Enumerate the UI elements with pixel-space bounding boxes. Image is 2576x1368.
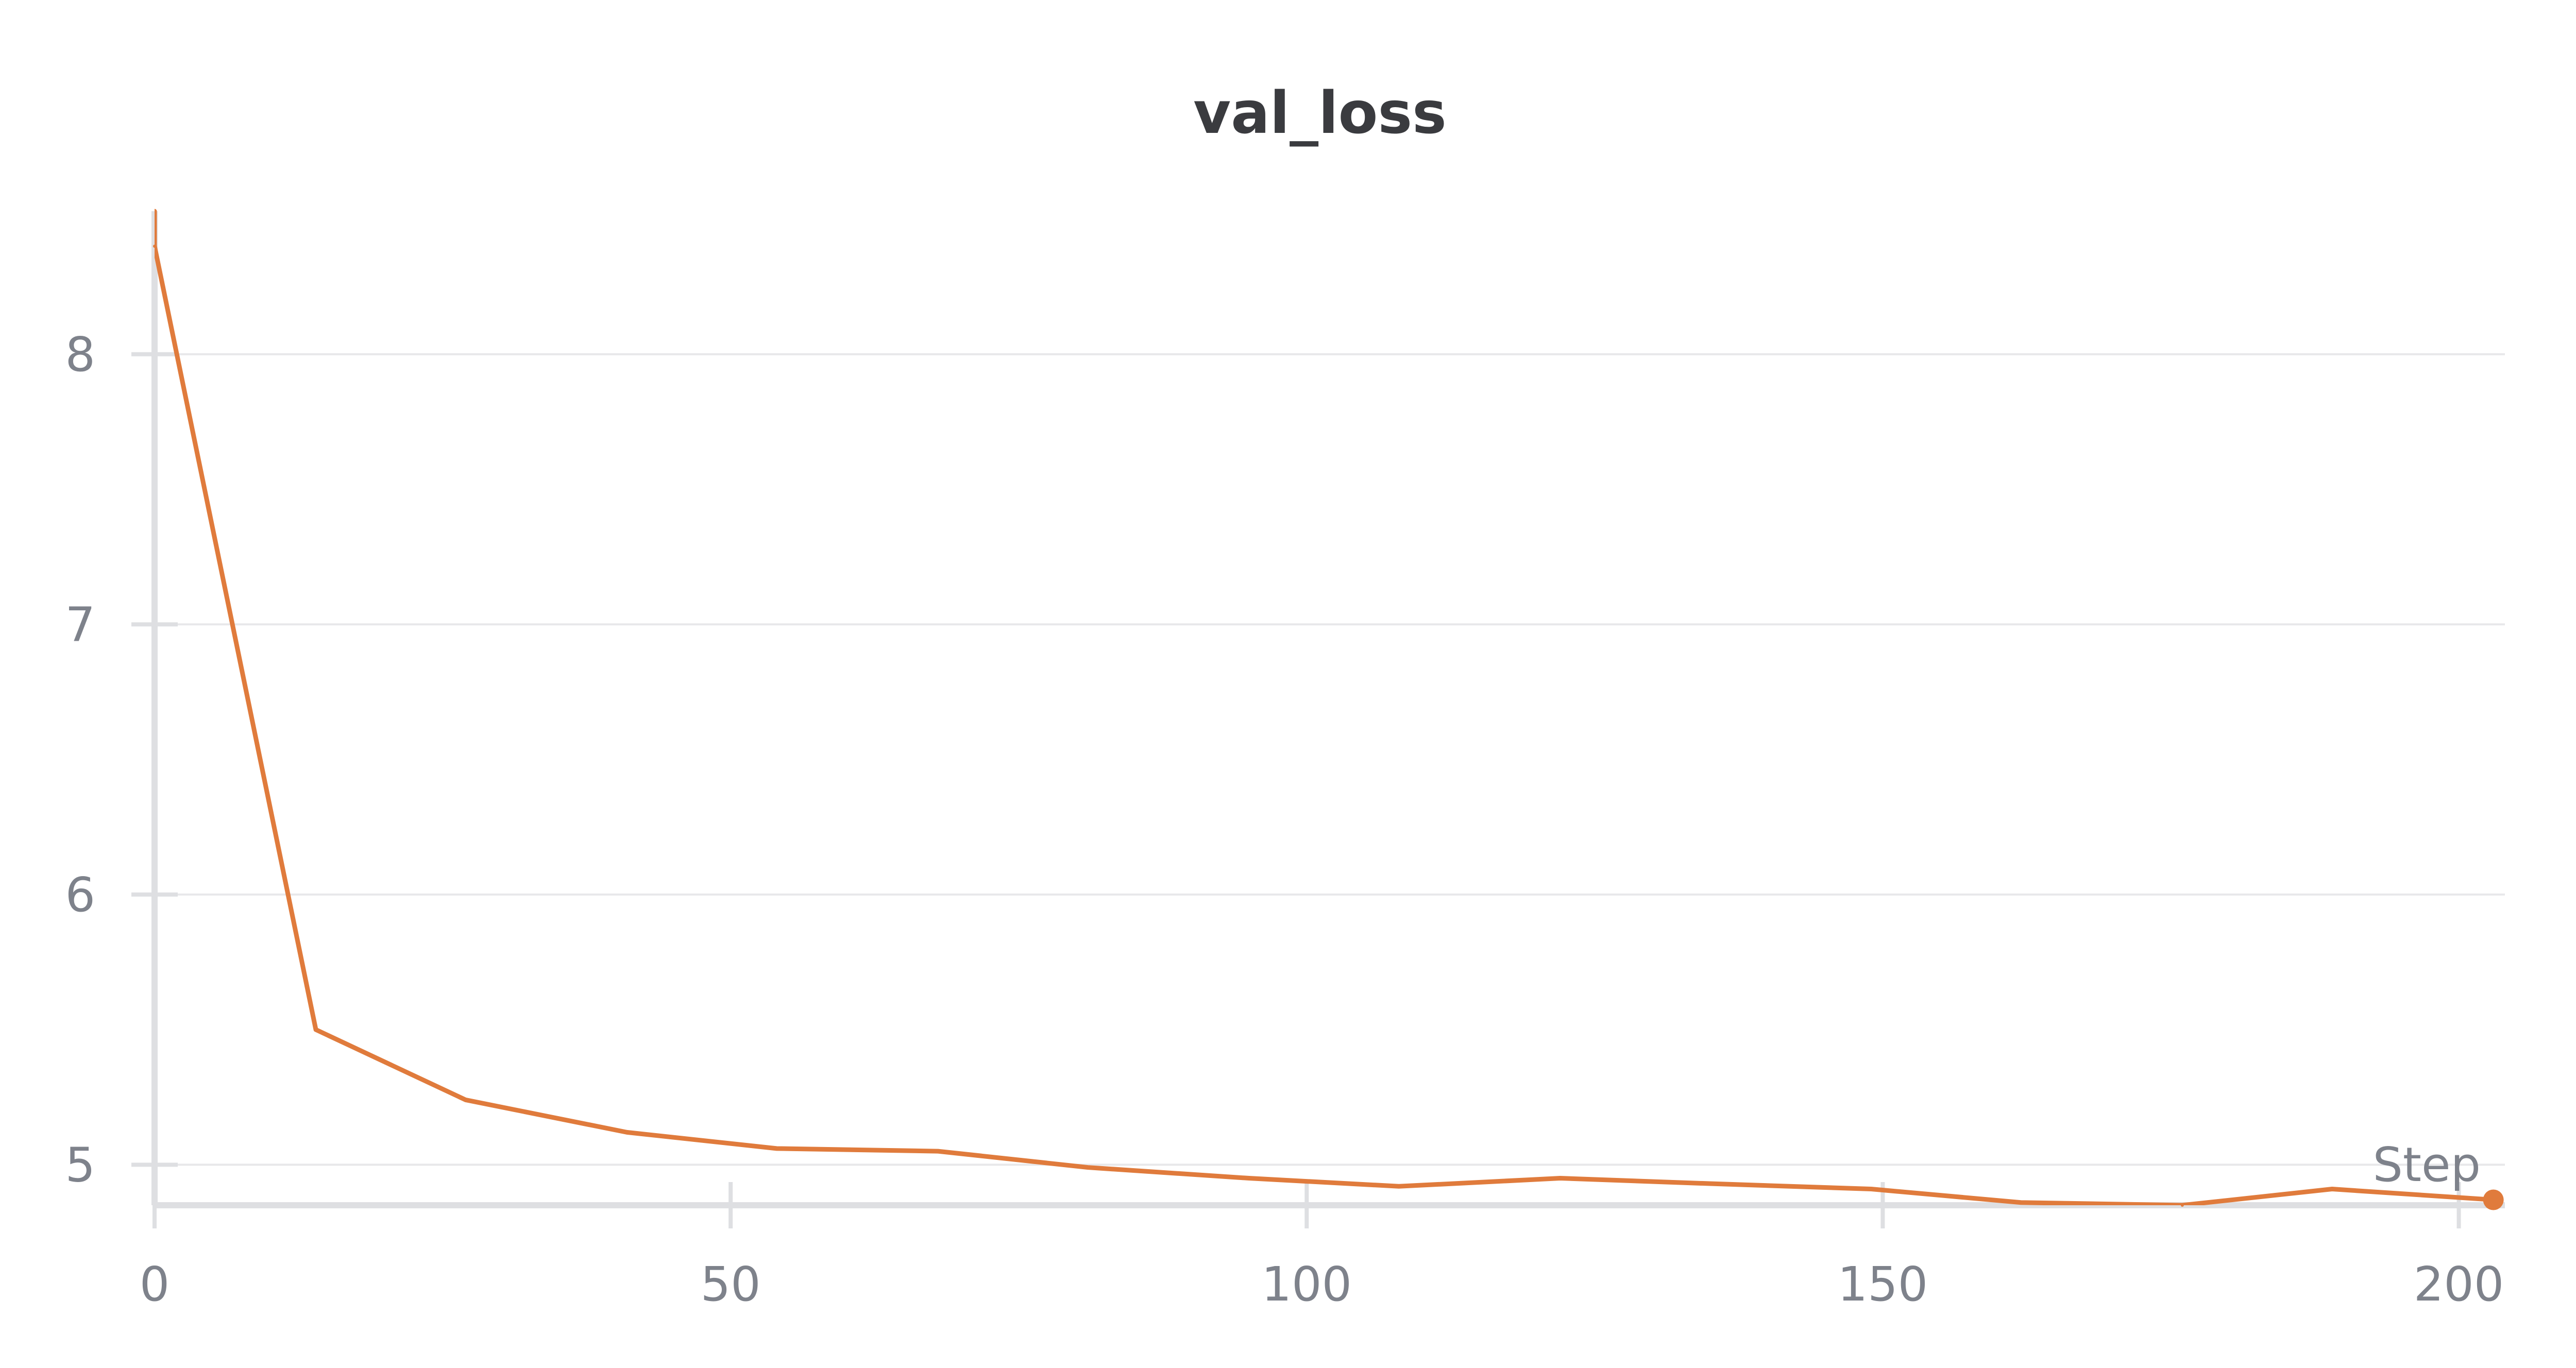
data-point (1558, 1176, 1562, 1180)
data-point (625, 1131, 629, 1134)
data-point (775, 1147, 778, 1150)
data-point (2330, 1187, 2334, 1191)
data-point (1708, 1182, 1711, 1186)
data-point (1086, 1166, 1090, 1169)
y-tick-label: 8 (65, 327, 95, 382)
data-point (2180, 1204, 2184, 1207)
y-tick-label: 7 (65, 597, 95, 652)
data-point (314, 1028, 318, 1032)
x-tick-label: 100 (1261, 1257, 1352, 1312)
series-layer (153, 209, 2504, 1210)
data-point (1870, 1187, 1873, 1191)
series-end-marker (2483, 1189, 2504, 1210)
series-line (155, 209, 2496, 1205)
x-tick-label: 50 (701, 1257, 761, 1312)
data-point (464, 1098, 467, 1102)
x-tick-label: 200 (2414, 1257, 2504, 1312)
y-tick-label: 6 (65, 867, 95, 922)
y-tick-label: 5 (65, 1137, 95, 1192)
chart-title: val_loss (1193, 80, 1447, 147)
x-tick-label: 150 (1838, 1257, 1928, 1312)
data-point (1397, 1185, 1401, 1188)
x-axis-title: Step (2373, 1137, 2481, 1192)
data-point (1247, 1176, 1251, 1180)
x-tick-label: 0 (140, 1257, 170, 1312)
grid-lines (155, 353, 2505, 1166)
data-point (936, 1150, 940, 1153)
tick-labels: 5 6 7 8 0 50 100 150 200 (65, 327, 2504, 1312)
axes (131, 211, 2505, 1228)
data-point (153, 244, 156, 248)
data-point (2019, 1201, 2023, 1204)
